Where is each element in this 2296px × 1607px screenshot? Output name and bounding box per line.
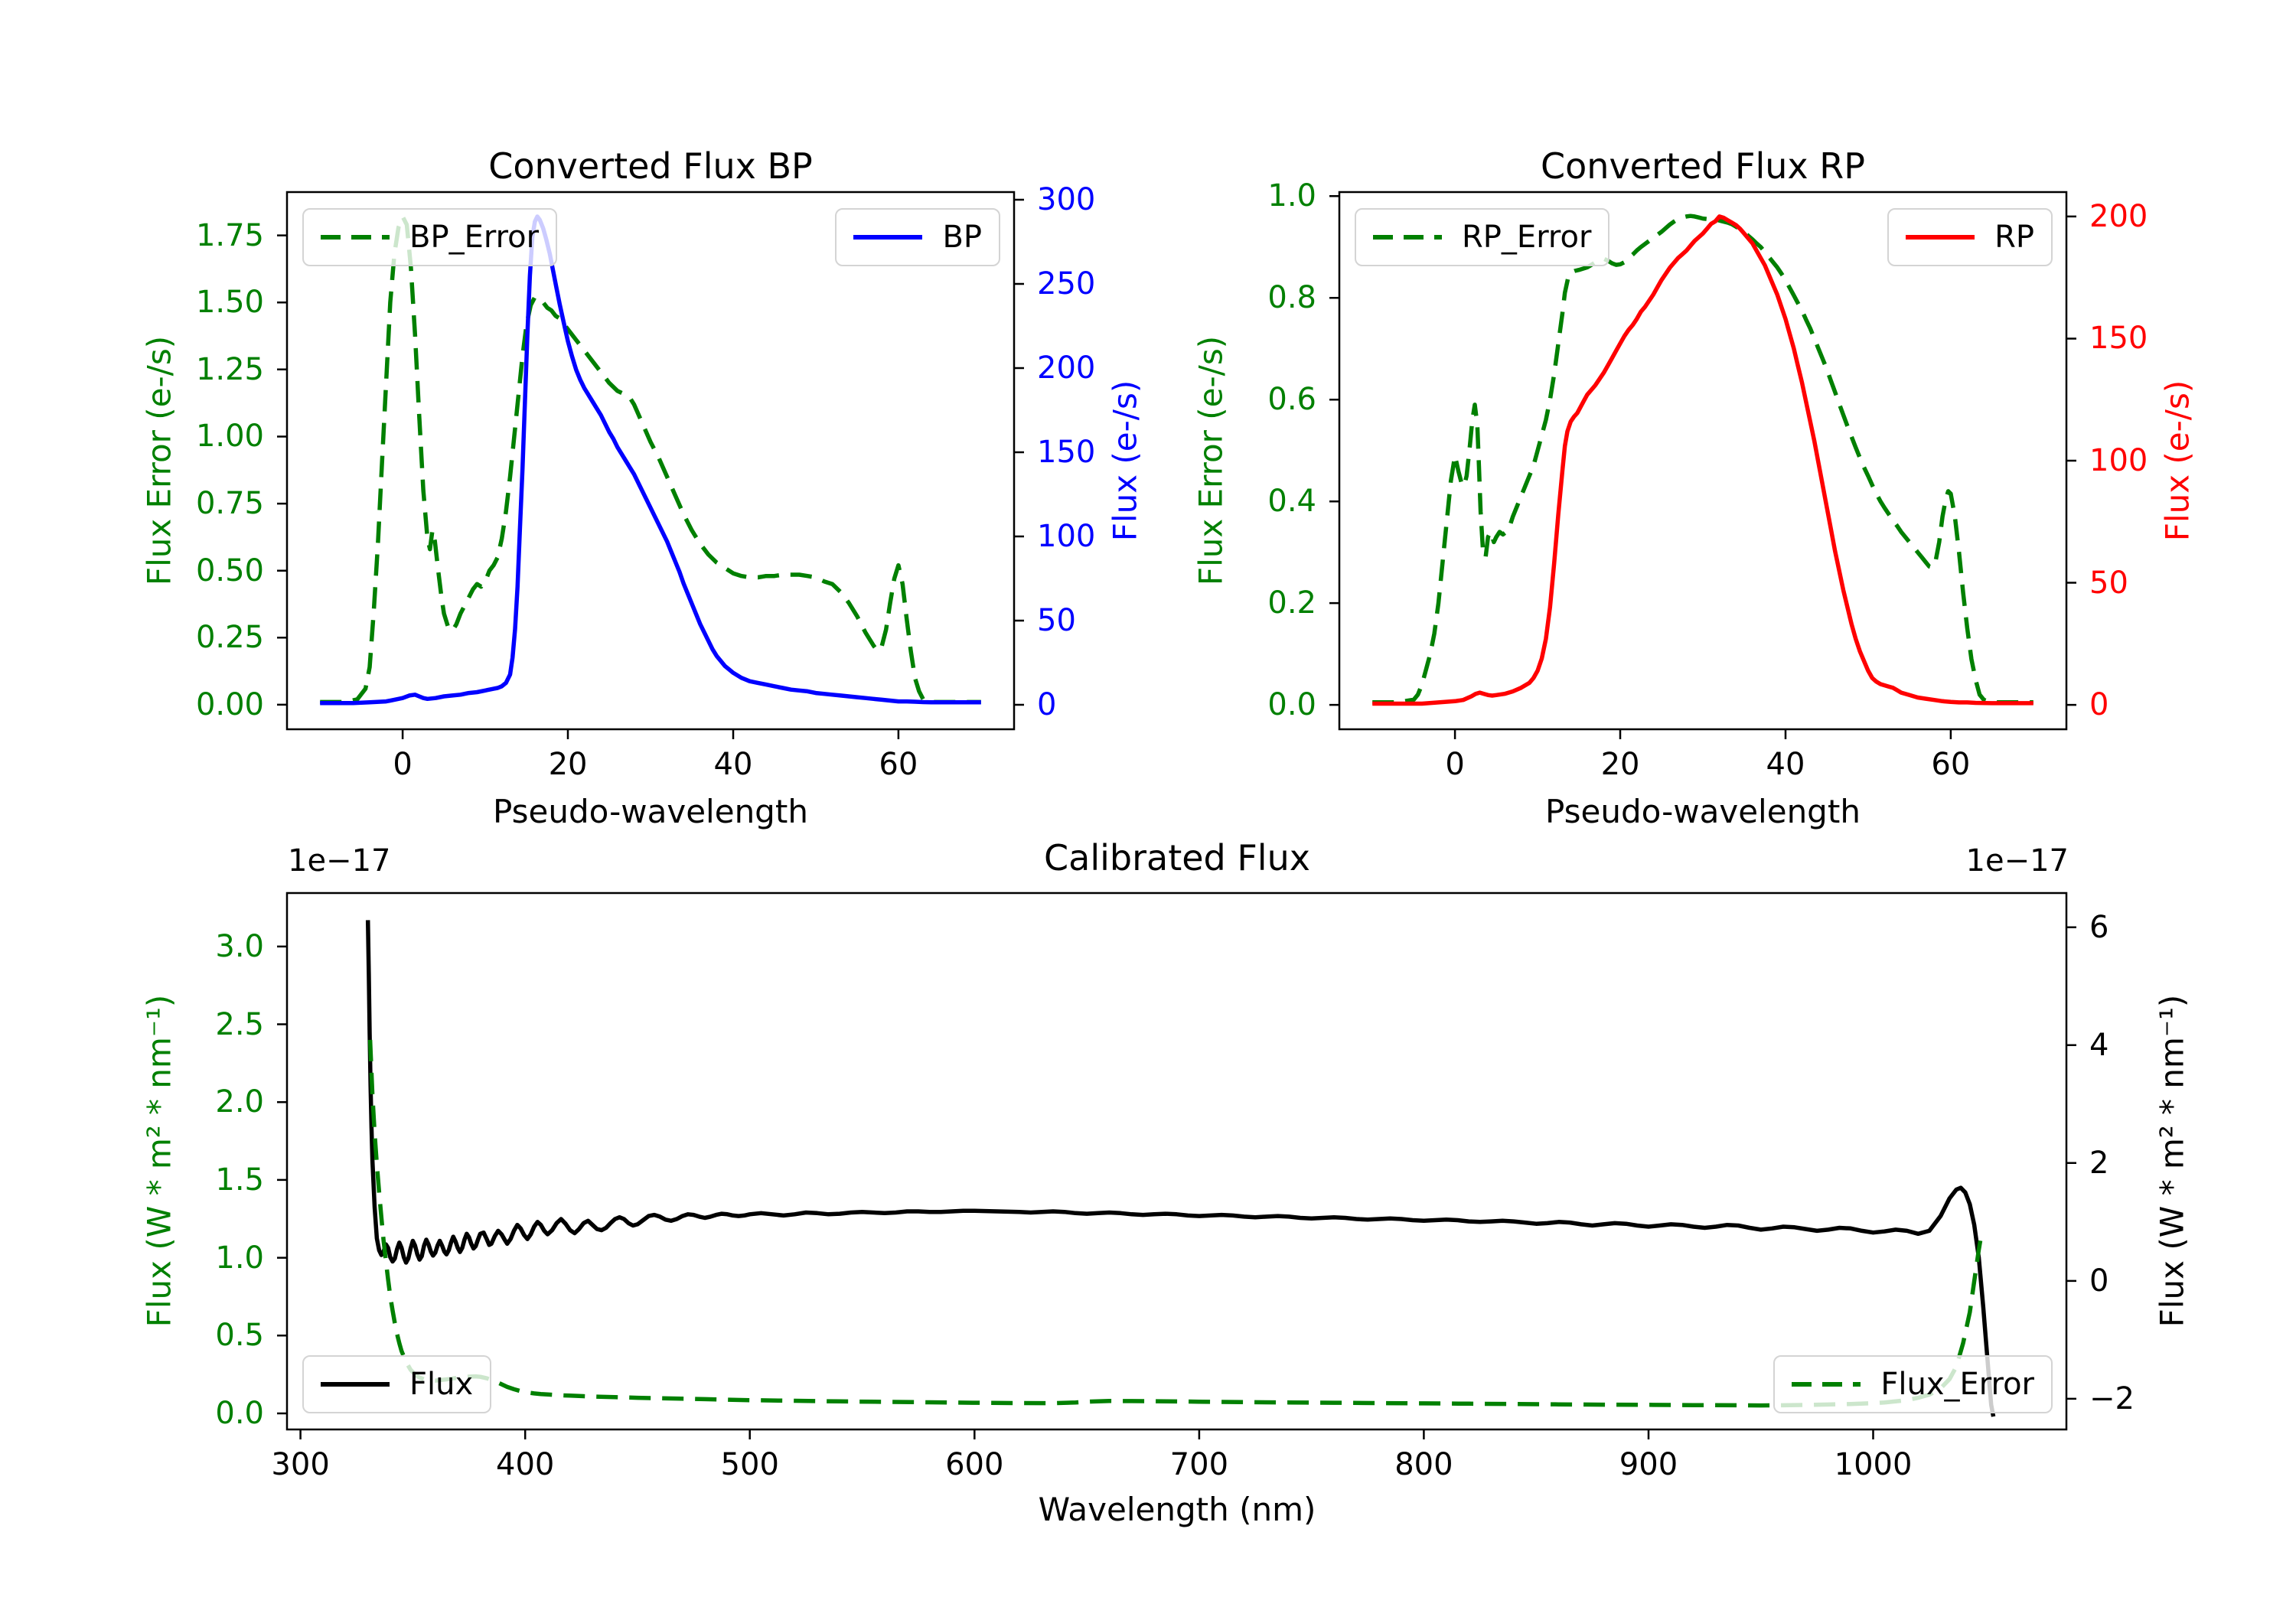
y-axis-label-bp-flux: Flux (e-/s)	[1106, 380, 1144, 542]
axes-spine	[285, 892, 2068, 1431]
tick-marks	[277, 926, 2076, 1439]
legend-label: BP_Error	[409, 220, 540, 255]
y-axis-label-calibrated-flux-right: Flux (W * m² * nm⁻¹)	[2153, 994, 2191, 1328]
legend-solid-line-icon	[321, 1382, 390, 1387]
tick-marks	[1329, 195, 2076, 739]
chart-title-converted-flux-rp: Converted Flux RP	[1541, 145, 1865, 187]
y-axis-label-rp-flux: Flux (e-/s)	[2158, 380, 2197, 542]
legend-dashed-line-icon	[321, 235, 390, 240]
legend-solid-line-icon	[1906, 235, 1975, 240]
legend-solid-line-icon	[853, 235, 923, 240]
right-axis-offset-text: 1e−17	[1965, 843, 2069, 878]
series-line-Flux	[365, 920, 1996, 1417]
x-axis-label-bp: Pseudo-wavelength	[493, 793, 808, 830]
y-axis-label-rp-error: Flux Error (e-/s)	[1192, 335, 1230, 586]
legend-bp: BP	[835, 208, 1000, 266]
legend-rp-error: RP_Error	[1355, 208, 1610, 266]
legend-dashed-line-icon	[1373, 235, 1442, 240]
left-axis-offset-text: 1e−17	[288, 843, 391, 878]
tick-marks	[277, 198, 1024, 739]
x-axis-label-wavelength: Wavelength (nm)	[1038, 1491, 1316, 1528]
series-line-BP_Error	[320, 214, 981, 705]
legend-flux-error: Flux_Error	[1773, 1355, 2053, 1413]
legend-bp-error: BP_Error	[302, 208, 558, 266]
legend-rp: RP	[1887, 208, 2053, 266]
y-axis-label-calibrated-flux-left: Flux (W * m² * nm⁻¹)	[140, 994, 178, 1328]
series-line-BP	[320, 214, 981, 706]
legend-label: Flux	[409, 1367, 474, 1402]
legend-dashed-line-icon	[1792, 1382, 1861, 1387]
legend-flux: Flux	[302, 1355, 492, 1413]
axes-spine	[1338, 191, 2068, 731]
axes-spine	[285, 191, 1016, 731]
series-line-RP	[1372, 214, 2033, 706]
legend-label: BP	[942, 220, 982, 255]
legend-label: RP_Error	[1462, 220, 1592, 255]
x-axis-label-rp: Pseudo-wavelength	[1545, 793, 1861, 830]
legend-label: RP	[1994, 220, 2034, 255]
chart-title-calibrated-flux: Calibrated Flux	[1044, 837, 1310, 878]
chart-title-converted-flux-bp: Converted Flux BP	[488, 145, 813, 187]
y-axis-label-bp-error: Flux Error (e-/s)	[140, 335, 178, 586]
legend-label: Flux_Error	[1880, 1367, 2034, 1402]
series-line-RP_Error	[1372, 214, 2033, 705]
